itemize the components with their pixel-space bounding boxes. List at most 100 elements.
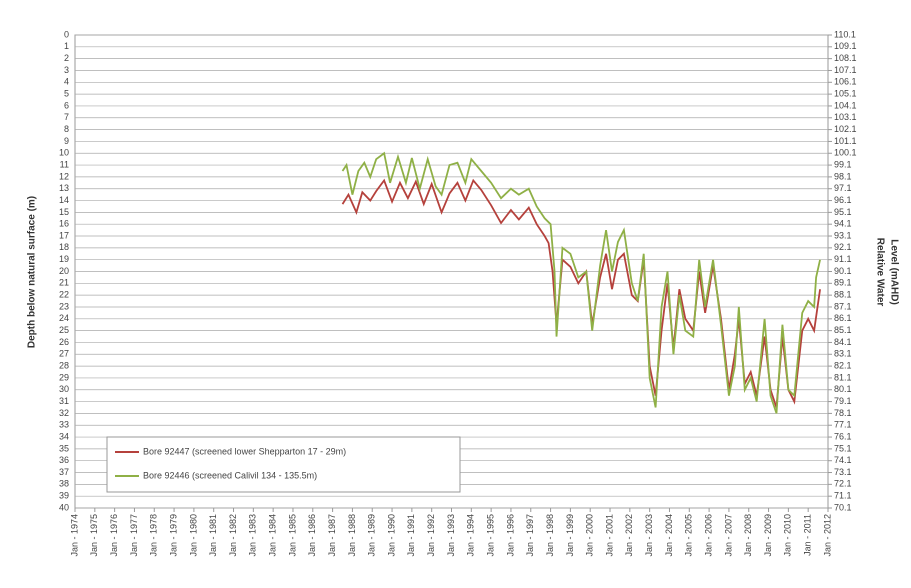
x-tick-label: Jan - 2008 bbox=[743, 514, 753, 557]
y2-tick-label: 101.1 bbox=[834, 136, 857, 146]
y-tick-label: 6 bbox=[64, 100, 69, 110]
y2-tick-label: 103.1 bbox=[834, 112, 857, 122]
y-tick-label: 37 bbox=[59, 467, 69, 477]
y2-tick-label: 99.1 bbox=[834, 159, 852, 169]
x-tick-label: Jan - 1982 bbox=[228, 514, 238, 557]
y-tick-label: 8 bbox=[64, 124, 69, 134]
x-tick-label: Jan - 2010 bbox=[783, 514, 793, 557]
legend-label: Bore 92447 (screened lower Shepparton 17… bbox=[143, 446, 346, 456]
x-tick-label: Jan - 1992 bbox=[426, 514, 436, 557]
y2-tick-label: 95.1 bbox=[834, 207, 852, 217]
y-tick-label: 29 bbox=[59, 372, 69, 382]
y2-tick-label: 109.1 bbox=[834, 41, 857, 51]
x-tick-label: Jan - 1980 bbox=[188, 514, 198, 557]
y-tick-label: 24 bbox=[59, 313, 69, 323]
x-tick-label: Jan - 1983 bbox=[248, 514, 258, 557]
x-tick-label: Jan - 2001 bbox=[604, 514, 614, 557]
y2-tick-label: 76.1 bbox=[834, 431, 852, 441]
y2-tick-label: 93.1 bbox=[834, 230, 852, 240]
x-tick-label: Jan - 1997 bbox=[525, 514, 535, 557]
y2-tick-label: 86.1 bbox=[834, 313, 852, 323]
y-tick-label: 35 bbox=[59, 443, 69, 453]
y-tick-label: 11 bbox=[60, 159, 69, 169]
x-tick-label: Jan - 1988 bbox=[347, 514, 357, 557]
x-tick-label: Jan - 2011 bbox=[803, 514, 813, 556]
x-tick-label: Jan - 1976 bbox=[109, 514, 119, 557]
y2-tick-label: 81.1 bbox=[834, 372, 852, 382]
y-tick-label: 12 bbox=[59, 171, 69, 181]
x-tick-label: Jan - 1985 bbox=[287, 514, 297, 557]
y-axis-title: Depth below natural surface (m) bbox=[27, 196, 38, 348]
y2-tick-label: 72.1 bbox=[834, 479, 852, 489]
y-tick-label: 36 bbox=[59, 455, 69, 465]
y-tick-label: 5 bbox=[64, 89, 69, 99]
y2-tick-label: 105.1 bbox=[834, 89, 857, 99]
legend-label: Bore 92446 (screened Calivil 134 - 135.5… bbox=[143, 470, 317, 480]
y2-tick-label: 106.1 bbox=[834, 77, 857, 87]
x-tick-label: Jan - 2000 bbox=[585, 514, 595, 557]
x-tick-label: Jan - 1996 bbox=[505, 514, 515, 557]
x-tick-label: Jan - 1977 bbox=[129, 514, 139, 557]
y2-tick-label: 100.1 bbox=[834, 148, 857, 158]
y-tick-label: 34 bbox=[59, 431, 69, 441]
y2-tick-label: 91.1 bbox=[834, 254, 852, 264]
y2-tick-label: 74.1 bbox=[834, 455, 852, 465]
y-tick-label: 18 bbox=[59, 242, 69, 252]
y2-tick-label: 89.1 bbox=[834, 278, 852, 288]
x-tick-label: Jan - 1978 bbox=[149, 514, 159, 557]
x-tick-label: Jan - 1979 bbox=[168, 514, 178, 557]
y2-tick-label: 73.1 bbox=[834, 467, 852, 477]
x-tick-label: Jan - 2004 bbox=[664, 514, 674, 557]
y-tick-label: 39 bbox=[59, 491, 69, 501]
legend-box bbox=[106, 436, 461, 493]
y2-tick-label: 77.1 bbox=[834, 420, 852, 430]
y2-tick-label: 82.1 bbox=[834, 360, 852, 370]
y2-tick-label: 83.1 bbox=[834, 349, 852, 359]
y-tick-label: 23 bbox=[59, 301, 69, 311]
y2-tick-label: 92.1 bbox=[834, 242, 852, 252]
y-tick-label: 40 bbox=[59, 502, 69, 512]
y-tick-label: 10 bbox=[59, 148, 69, 158]
y2-tick-label: 71.1 bbox=[834, 491, 852, 501]
x-tick-label: Jan - 1998 bbox=[545, 514, 555, 557]
x-tick-label: Jan - 2012 bbox=[822, 514, 832, 557]
y2-tick-label: 108.1 bbox=[834, 53, 857, 63]
y2-tick-label: 102.1 bbox=[834, 124, 857, 134]
x-tick-label: Jan - 1994 bbox=[466, 514, 476, 557]
y-tick-label: 16 bbox=[59, 219, 69, 229]
y-tick-label: 17 bbox=[59, 230, 69, 240]
x-tick-label: Jan - 1984 bbox=[268, 514, 278, 557]
x-tick-label: Jan - 2002 bbox=[624, 514, 634, 557]
y-tick-label: 31 bbox=[59, 396, 69, 406]
x-tick-label: Jan - 1989 bbox=[367, 514, 377, 557]
legend: Bore 92447 (screened lower Shepparton 17… bbox=[106, 436, 461, 493]
y-tick-label: 7 bbox=[64, 112, 69, 122]
y-tick-label: 21 bbox=[59, 278, 69, 288]
y2-tick-label: 96.1 bbox=[834, 195, 852, 205]
y-tick-label: 19 bbox=[59, 254, 69, 264]
y-tick-label: 25 bbox=[59, 325, 69, 335]
x-tick-label: Jan - 1990 bbox=[386, 514, 396, 557]
y-tick-label: 20 bbox=[59, 266, 69, 276]
y2-tick-label: 75.1 bbox=[834, 443, 852, 453]
y-tick-label: 28 bbox=[59, 360, 69, 370]
y2-tick-label: 78.1 bbox=[834, 408, 852, 418]
x-tick-label: Jan - 1974 bbox=[69, 514, 79, 557]
y2-axis-title: Relative Water bbox=[874, 238, 885, 307]
y-tick-label: 9 bbox=[64, 136, 69, 146]
y2-tick-label: 84.1 bbox=[834, 337, 852, 347]
y-tick-label: 22 bbox=[59, 290, 69, 300]
y-tick-label: 15 bbox=[59, 207, 69, 217]
x-tick-label: Jan - 2009 bbox=[763, 514, 773, 557]
y2-tick-label: 104.1 bbox=[834, 100, 857, 110]
y-tick-label: 0 bbox=[64, 29, 69, 39]
y-tick-label: 13 bbox=[59, 183, 69, 193]
data-line bbox=[341, 178, 821, 408]
x-tick-label: Jan - 1991 bbox=[406, 514, 416, 557]
y-tick-label: 3 bbox=[64, 65, 69, 75]
x-tick-label: Jan - 2006 bbox=[703, 514, 713, 557]
y2-tick-label: 94.1 bbox=[834, 219, 852, 229]
x-tick-label: Jan - 1975 bbox=[89, 514, 99, 557]
y-tick-label: 2 bbox=[64, 53, 69, 63]
